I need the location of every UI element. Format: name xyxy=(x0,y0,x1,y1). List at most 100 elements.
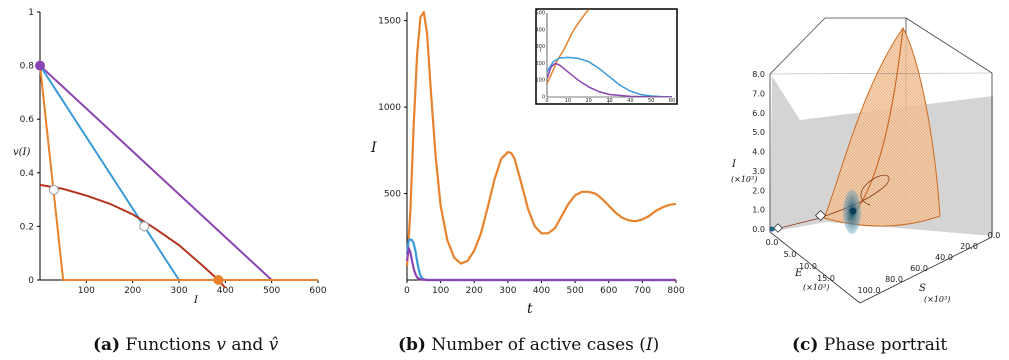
b-series-orange xyxy=(405,10,677,267)
b-xtick-label: 800 xyxy=(667,286,684,296)
inset-xtick-label: 10 xyxy=(565,98,571,104)
a-series-blue xyxy=(39,65,180,281)
c-I-tick-label: 5.0 xyxy=(752,128,765,137)
a-ytick-label: 0.6 xyxy=(20,115,35,125)
inset-xtick-label: 60 xyxy=(669,98,675,104)
inset-ytick-label: 100 xyxy=(535,78,545,84)
b-ytick-label: 1000 xyxy=(378,103,401,113)
inset-series-purple xyxy=(547,62,672,97)
caption-a-and: and xyxy=(226,335,269,355)
caption-a-text: Functions xyxy=(120,335,216,355)
c-E-label: E xyxy=(794,268,803,279)
inset-xtick-label: 50 xyxy=(648,98,654,104)
b-xtick-label: 200 xyxy=(466,286,483,296)
inset-series-blue xyxy=(547,56,672,97)
c-I-unit: (×10³) xyxy=(731,175,757,184)
b-xtick-label: 500 xyxy=(567,286,584,296)
c-box-back-right xyxy=(905,17,993,74)
caption-a: (a) Functions v and v̂ xyxy=(93,335,279,355)
a-xtick-label: 500 xyxy=(263,286,280,296)
a-marker-point xyxy=(139,221,150,232)
c-E-tick-label: 5.0 xyxy=(784,250,797,259)
caption-b-close: ) xyxy=(653,335,660,355)
inset-xtick-label: 40 xyxy=(627,98,633,104)
inset-ytick-label: 300 xyxy=(535,44,545,50)
c-S-tick-label: 20.0 xyxy=(960,242,978,251)
inset-ytick-label: 200 xyxy=(535,61,545,67)
a-marker-point xyxy=(48,184,59,195)
a-marker-point xyxy=(213,275,224,285)
a-xlabel: I xyxy=(193,295,199,306)
caption-a-vhat: v̂ xyxy=(269,335,279,355)
c-I-tick-label: 0.0 xyxy=(752,225,765,234)
inset-xtick-label: 20 xyxy=(585,98,591,104)
b-ylabel: I xyxy=(370,140,377,156)
caption-a-v: v xyxy=(216,335,226,355)
c-E-tick-label: 10.0 xyxy=(799,262,817,271)
a-ytick-label: 0.4 xyxy=(20,169,35,179)
c-I-tick-label: 2.0 xyxy=(752,186,765,195)
c-E-tick-label: 15.0 xyxy=(817,274,835,283)
inset-series-orange xyxy=(547,9,590,84)
a-ytick-label: 1 xyxy=(28,8,34,18)
c-S-tick-label: 40.0 xyxy=(935,253,953,262)
c-I-tick-label: 8.0 xyxy=(752,70,765,79)
b-xtick-label: 700 xyxy=(634,286,651,296)
c-S-tick-label: 0.0 xyxy=(988,231,1001,240)
caption-c-label: (c) xyxy=(792,335,818,355)
b-ytick-label: 500 xyxy=(384,190,401,200)
a-series-red xyxy=(39,183,227,289)
inset-ylabel: I xyxy=(540,48,542,54)
c-I-label: I xyxy=(731,159,737,170)
c-box-front-bottom xyxy=(769,231,861,304)
inset-ytick-label: 500 xyxy=(535,11,545,17)
c-origin-point xyxy=(769,226,775,232)
a-marker-point xyxy=(35,60,45,71)
c-E-unit: (×10³) xyxy=(803,283,829,292)
b-xtick-label: 0 xyxy=(404,286,410,296)
c-equilibrium-point xyxy=(849,207,857,215)
inset-xtick-label: 0 xyxy=(545,98,548,104)
inset-xlabel: t xyxy=(608,100,611,106)
c-box-top-front xyxy=(769,72,993,75)
a-xtick-label: 400 xyxy=(217,286,234,296)
c-box-front-right xyxy=(859,236,993,304)
c-S-tick-label: 100.0 xyxy=(858,286,881,295)
b-xtick-label: 300 xyxy=(499,286,516,296)
b-series-blue xyxy=(405,238,676,282)
inset-xtick-label: 30 xyxy=(606,98,612,104)
b-series-purple xyxy=(405,246,676,282)
c-I-tick-label: 6.0 xyxy=(752,109,765,118)
a-xtick-label: 300 xyxy=(170,286,187,296)
caption-b-I: I xyxy=(645,335,653,355)
b-xtick-label: 100 xyxy=(432,286,449,296)
c-S-tick-label: 80.0 xyxy=(885,275,903,284)
panel-a-chart: 100 200 300 400 500 600 0 0.2 0.4 0.6 0.8 1 v(I) I xyxy=(13,8,327,306)
caption-a-label: (a) xyxy=(93,335,120,355)
a-series-purple xyxy=(39,64,318,281)
c-S-tick-label: 60.0 xyxy=(910,264,928,273)
c-trajectory xyxy=(779,174,890,229)
caption-b-label: (b) xyxy=(398,335,426,355)
c-diamond-marker-2 xyxy=(773,223,783,233)
c-S-label: S xyxy=(919,283,926,294)
caption-b-text: Number of active cases ( xyxy=(426,335,646,355)
inset-ytick-label: 0 xyxy=(542,95,545,101)
caption-b: (b) Number of active cases (I) xyxy=(398,335,659,355)
a-xtick-label: 100 xyxy=(78,286,95,296)
inset-ytick-label: 400 xyxy=(535,27,545,33)
panel-c-3d-plot: 0.01.02.03.04.05.06.07.08.00.05.010.015.… xyxy=(731,17,1001,304)
b-xtick-label: 400 xyxy=(533,286,550,296)
a-ytick-label: 0.2 xyxy=(20,222,34,232)
caption-c: (c) Phase portrait xyxy=(792,335,947,355)
a-xtick-label: 200 xyxy=(124,286,141,296)
c-I-tick-label: 1.0 xyxy=(752,206,765,215)
c-S-unit: (×10³) xyxy=(924,295,950,304)
c-surface xyxy=(823,27,941,227)
a-ytick-label: 0.8 xyxy=(20,62,35,72)
b-xtick-label: 600 xyxy=(600,286,617,296)
c-box-back-left xyxy=(769,17,826,75)
